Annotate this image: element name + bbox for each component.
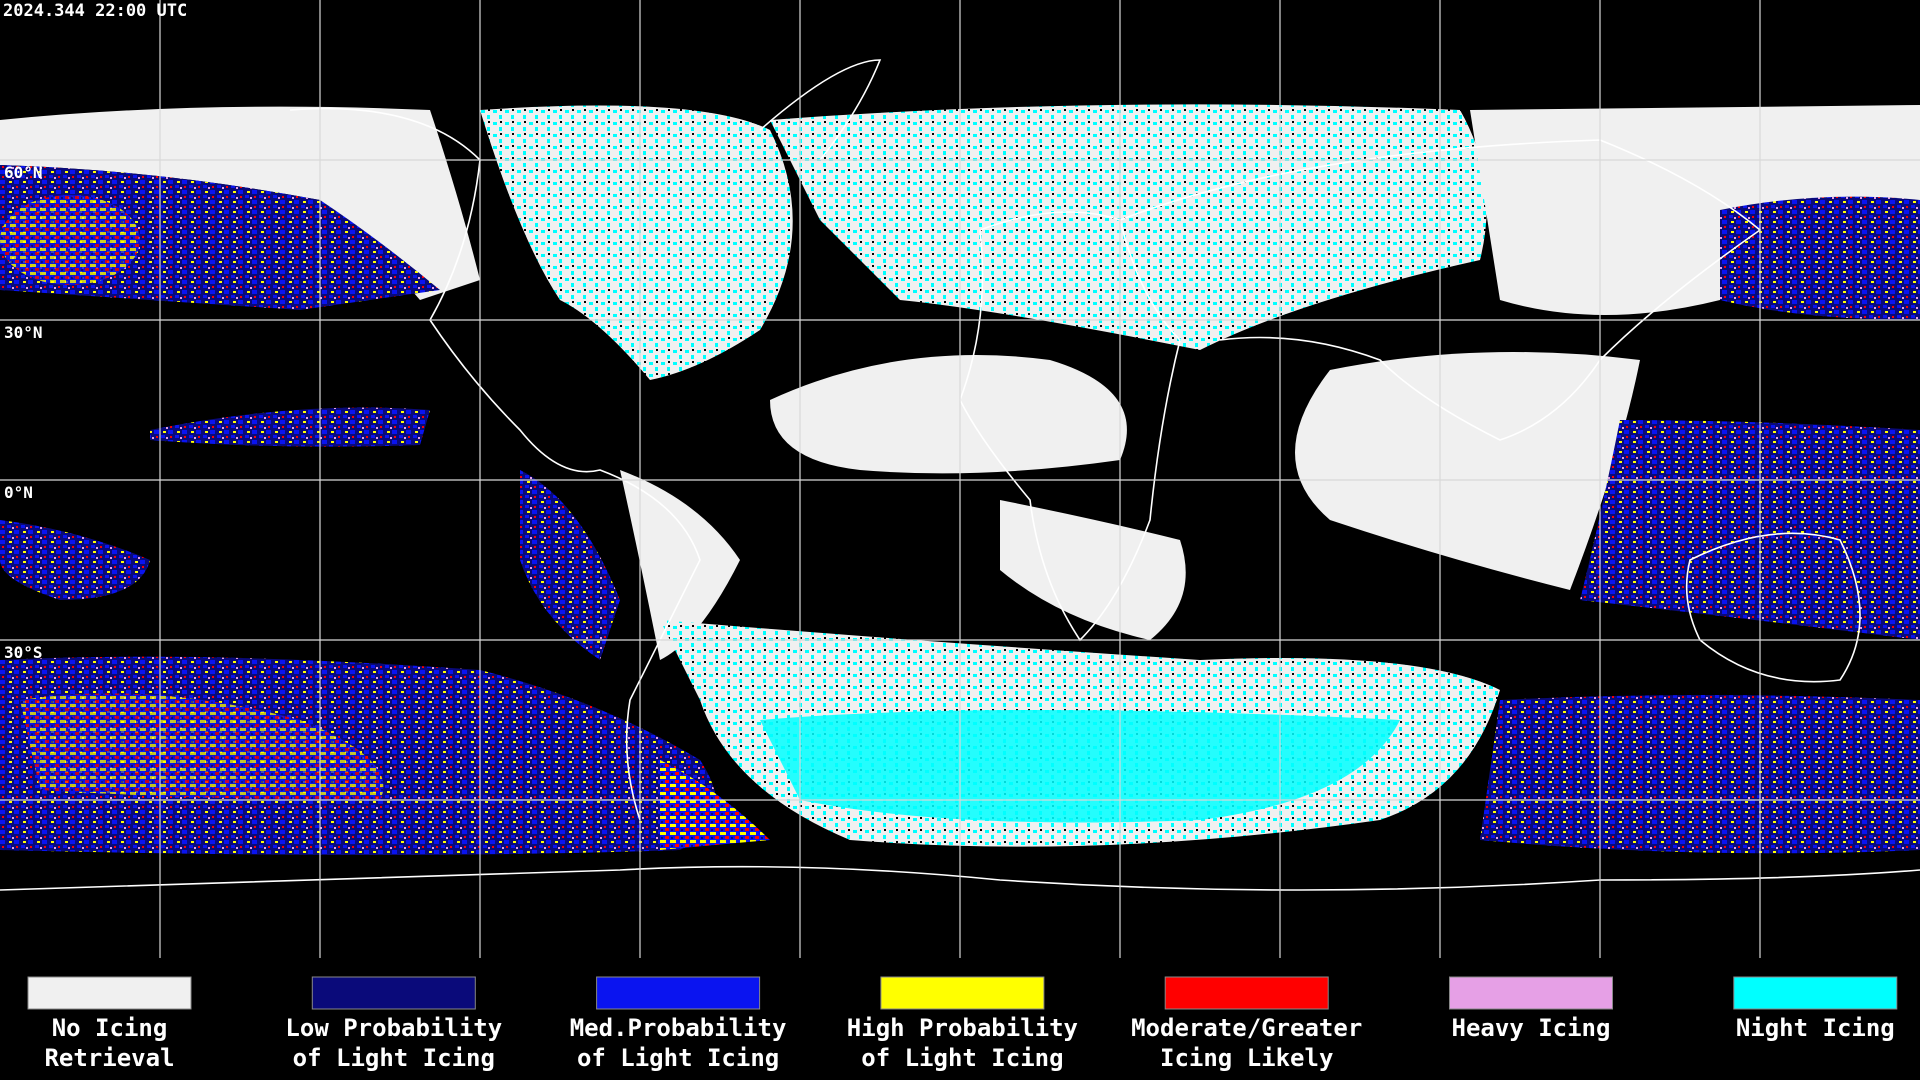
- legend-label: of Light Icing: [861, 1044, 1063, 1072]
- graticule: [0, 0, 1920, 958]
- legend-label: Low Probability: [285, 1014, 502, 1042]
- timestamp: 2024.344 22:00 UTC: [3, 1, 187, 21]
- latitude-label: 30°S: [4, 643, 43, 662]
- legend-swatch: [880, 976, 1045, 1010]
- latitude-label: 60°N: [4, 163, 43, 182]
- icing-imagery: [0, 165, 1920, 855]
- legend-label: High Probability: [847, 1014, 1078, 1042]
- legend-label: of Light Icing: [293, 1044, 495, 1072]
- legend-label: Night Icing: [1736, 1014, 1895, 1042]
- cloud-imagery: [0, 104, 1920, 847]
- legend-swatch: [311, 976, 476, 1010]
- legend-label: No Icing: [52, 1014, 168, 1042]
- latitude-label: 0°N: [4, 483, 33, 502]
- latitude-label: 30°N: [4, 323, 43, 342]
- legend-label: Retrieval: [44, 1044, 174, 1072]
- legend-label: of Light Icing: [577, 1044, 779, 1072]
- legend-swatch: [27, 976, 192, 1010]
- legend-swatch: [1164, 976, 1329, 1010]
- legend-swatch: [1449, 976, 1613, 1010]
- legend-label: Icing Likely: [1160, 1044, 1333, 1072]
- map: 2024.344 22:00 UTC 60°N 30°N 0°N 30°S: [0, 0, 1920, 958]
- legend-swatch: [1733, 976, 1898, 1010]
- legend-label: Heavy Icing: [1452, 1014, 1611, 1042]
- legend-swatch: [596, 976, 761, 1010]
- legend-label: Med.Probability: [570, 1014, 787, 1042]
- legend-label: Moderate/Greater: [1131, 1014, 1362, 1042]
